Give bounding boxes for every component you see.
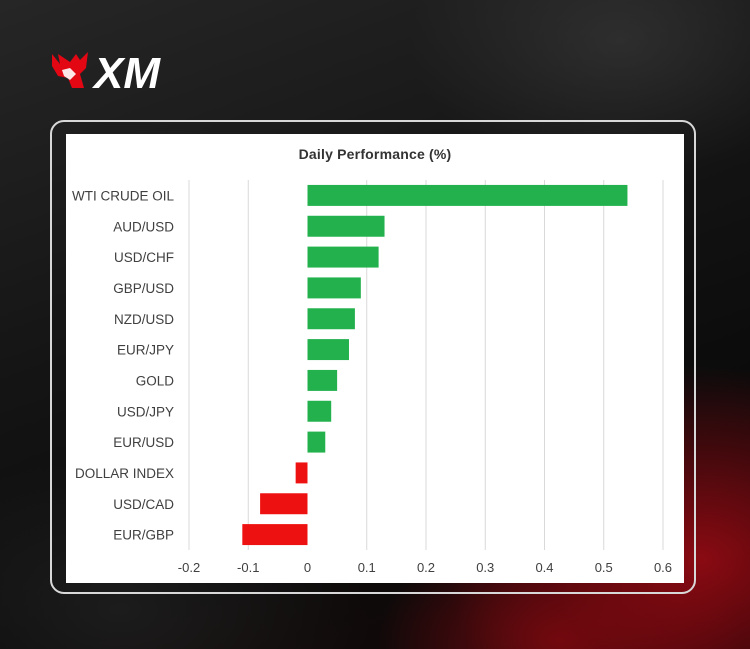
bar [307, 184, 628, 206]
category-label: USD/CAD [113, 497, 174, 512]
bar [307, 431, 326, 453]
category-label: EUR/GBP [113, 528, 174, 543]
bar [307, 277, 361, 299]
category-label: USD/CHF [114, 250, 174, 265]
x-tick-label: 0 [304, 560, 311, 575]
bar [307, 215, 385, 237]
x-tick-label: 0.4 [535, 560, 553, 575]
category-label: NZD/USD [114, 312, 174, 327]
x-tick-label: 0.3 [476, 560, 494, 575]
category-label: GBP/USD [113, 281, 174, 296]
bar [295, 462, 308, 484]
xm-logo: XM [52, 49, 161, 96]
bar [307, 308, 355, 330]
category-label: AUD/USD [113, 219, 174, 234]
x-tick-label: 0.1 [358, 560, 376, 575]
bar [242, 524, 308, 546]
bar [307, 339, 349, 361]
bar [260, 493, 308, 515]
x-tick-label: 0.5 [595, 560, 613, 575]
category-label: EUR/JPY [117, 343, 174, 358]
category-label: DOLLAR INDEX [75, 466, 174, 481]
category-label: EUR/USD [113, 435, 174, 450]
category-label: WTI CRUDE OIL [72, 188, 174, 203]
chart-panel-frame [50, 120, 696, 594]
category-label: USD/JPY [117, 404, 174, 419]
bar-chart: WTI CRUDE OIL AUD/USD USD/CHF GBP/USD NZD/US… [72, 180, 672, 575]
chart-card: WTI CRUDE OIL AUD/USD USD/CHF GBP/USD NZD/US… [66, 134, 684, 583]
x-tick-label: -0.2 [178, 560, 200, 575]
bar [307, 246, 379, 268]
logo-text: XM [91, 49, 161, 96]
x-tick-label: 0.2 [417, 560, 435, 575]
bar [307, 369, 338, 391]
bar [307, 400, 332, 422]
chart-title: Daily Performance (%) [298, 146, 452, 162]
category-label: GOLD [136, 373, 175, 388]
x-tick-label: -0.1 [237, 560, 259, 575]
x-tick-label: 0.6 [654, 560, 672, 575]
